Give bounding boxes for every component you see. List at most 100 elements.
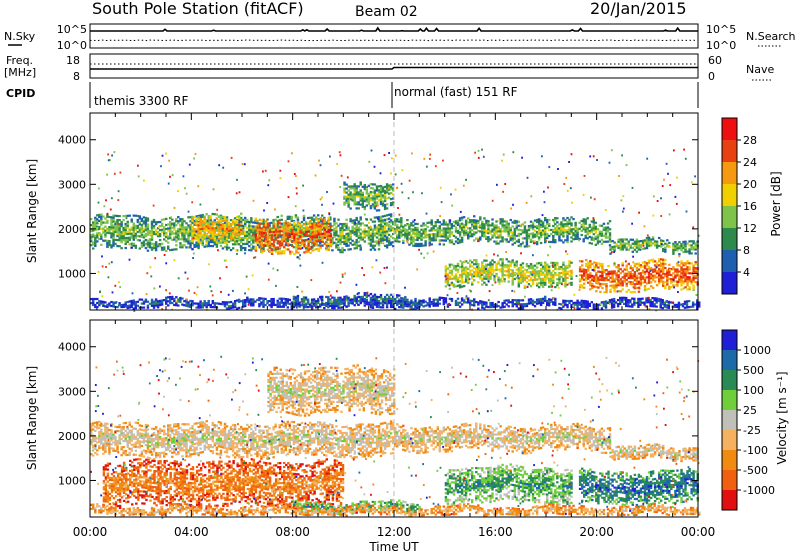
heatmap-cell: [400, 300, 403, 303]
heatmap-cell: [276, 215, 279, 219]
heatmap-cell: [118, 223, 121, 226]
heatmap-cell: [160, 242, 164, 245]
heatmap-cell: [367, 230, 371, 233]
heatmap-cell: [432, 239, 435, 242]
heatmap-cell: [323, 224, 327, 227]
heatmap-cell: [219, 244, 223, 247]
heatmap-cell: [499, 230, 502, 233]
heatmap-cell: [327, 248, 331, 251]
heatmap-cell: [442, 229, 446, 232]
heatmap-cell: [274, 230, 278, 233]
heatmap-cell: [467, 237, 470, 240]
heatmap-cell: [608, 234, 612, 237]
heatmap-cell: [248, 237, 251, 240]
heatmap-cell: [160, 218, 164, 221]
heatmap-cell: [448, 223, 452, 226]
heatmap-cell: [156, 231, 160, 234]
heatmap-cell: [379, 219, 383, 222]
heatmap-cell: [229, 219, 233, 222]
heatmap-cell: [315, 236, 318, 239]
heatmap-cell: [517, 238, 521, 241]
heatmap-cell: [660, 280, 663, 283]
heatmap-cell: [158, 243, 162, 246]
heatmap-cell: [627, 274, 631, 278]
heatmap-cell: [566, 224, 569, 228]
heatmap-cell: [357, 240, 360, 243]
heatmap-cell: [414, 242, 417, 245]
heatmap-cell: [436, 300, 440, 303]
heatmap-cell: [302, 304, 306, 307]
heatmap-cell: [191, 222, 194, 225]
heatmap-cell: [367, 232, 371, 235]
heatmap-cell: [373, 224, 377, 227]
heatmap-cell: [475, 231, 478, 234]
heatmap-cell: [491, 269, 494, 272]
heatmap-cell: [104, 217, 107, 220]
heatmap-cell: [377, 209, 381, 212]
heatmap-cell: [615, 282, 618, 285]
heatmap-cell: [501, 266, 504, 269]
heatmap-cell: [552, 224, 555, 228]
heatmap-cell: [471, 277, 474, 280]
heatmap-cell: [581, 260, 584, 263]
heatmap-cell: [357, 193, 360, 196]
heatmap-cell: [450, 227, 454, 230]
heatmap-cell: [436, 235, 440, 238]
heatmap-cell: [283, 236, 286, 239]
heatmap-cell: [464, 231, 468, 234]
heatmap-cell: [394, 299, 397, 303]
heatmap-cell: [481, 283, 484, 286]
heatmap-cell: [406, 229, 409, 232]
heatmap-cell: [639, 272, 643, 275]
heatmap-cell: [410, 236, 413, 239]
heatmap-cell: [631, 275, 635, 278]
heatmap-cell: [104, 235, 107, 238]
heatmap-cell: [171, 230, 174, 233]
heatmap-cell: [373, 240, 377, 243]
heatmap-cell: [266, 234, 270, 237]
heatmap-cell: [462, 272, 466, 276]
heatmap-cell: [335, 246, 338, 249]
heatmap-cell: [351, 193, 354, 196]
heatmap-cell: [404, 296, 407, 299]
heatmap-cell: [408, 231, 411, 234]
heatmap-cell: [187, 240, 190, 243]
heatmap-cell: [525, 235, 529, 238]
heatmap-cell: [684, 272, 687, 275]
heatmap-cell: [599, 278, 602, 281]
heatmap-cell: [460, 226, 464, 229]
heatmap-cell: [625, 278, 628, 281]
heatmap-cell: [331, 300, 334, 303]
heatmap-cell: [231, 306, 235, 309]
heatmap-cell: [591, 286, 594, 290]
heatmap-cell: [444, 297, 448, 300]
heatmap-cell: [598, 232, 602, 235]
heatmap-cell: [505, 266, 508, 269]
heatmap-cell: [531, 266, 535, 270]
heatmap-cell: [456, 297, 460, 300]
heatmap-cell: [185, 246, 188, 249]
heatmap-cell: [114, 230, 117, 233]
heatmap-cell: [396, 220, 399, 223]
heatmap-cell: [501, 224, 504, 227]
heatmap-cell: [392, 233, 395, 236]
heatmap-cell: [495, 230, 498, 233]
heatmap-cell: [383, 234, 387, 237]
heatmap-cell: [355, 247, 358, 250]
heatmap-cell: [233, 222, 237, 225]
heatmap-cell: [183, 228, 186, 231]
heatmap-cell: [615, 243, 618, 246]
heatmap-cell: [641, 277, 645, 280]
heatmap-cell: [649, 240, 653, 243]
heatmap-cell: [282, 303, 285, 306]
heatmap-cell: [560, 231, 563, 234]
heatmap-cell: [341, 225, 344, 228]
heatmap-cell: [167, 247, 170, 250]
heatmap-cell: [150, 304, 154, 307]
heatmap-cell: [499, 280, 502, 283]
heatmap-cell: [379, 294, 383, 297]
heatmap-cell: [649, 267, 653, 270]
heatmap-cell: [578, 274, 582, 277]
heatmap-cell: [179, 230, 182, 233]
heatmap-cell: [430, 223, 433, 226]
